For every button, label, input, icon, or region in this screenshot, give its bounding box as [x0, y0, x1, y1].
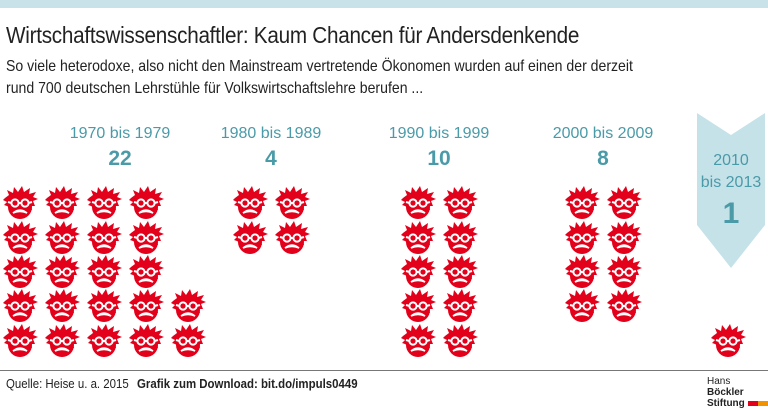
face-icon	[399, 289, 437, 323]
face-icon	[273, 186, 311, 220]
face-icon	[1, 324, 39, 358]
face-icon	[441, 221, 479, 255]
face-icon	[127, 324, 165, 358]
face-icon	[127, 255, 165, 289]
face-icon	[441, 186, 479, 220]
face-icon	[399, 255, 437, 289]
page-title: Wirtschaftswissenschaftler: Kaum Chancen…	[6, 22, 580, 48]
count-label: 22	[108, 147, 132, 170]
source-note: Quelle: Heise u. a. 2015	[6, 376, 129, 391]
face-icon	[43, 255, 81, 289]
face-icon	[1, 289, 39, 323]
face-icon	[1, 186, 39, 220]
face-icon	[43, 289, 81, 323]
group-header-1980: 1980 bis 1989 4	[221, 125, 322, 171]
period-label-2010-line1: 2010	[713, 152, 749, 169]
period-label: 2000 bis 2009	[552, 125, 654, 142]
face-icon	[563, 255, 601, 289]
highlight-banner	[697, 113, 765, 268]
face-icon	[441, 255, 479, 289]
face-icon	[43, 221, 81, 255]
face-icon	[231, 186, 269, 220]
face-icon	[43, 324, 81, 358]
face-icon	[605, 289, 643, 323]
face-icon	[709, 324, 747, 358]
face-icon	[399, 221, 437, 255]
face-icon	[605, 255, 643, 289]
period-label-2010-line2: bis 2013	[700, 174, 762, 191]
face-icon	[169, 289, 207, 323]
face-icon	[85, 255, 123, 289]
face-icon	[399, 324, 437, 358]
face-icon	[1, 255, 39, 289]
period-label: 1980 bis 1989	[220, 125, 322, 142]
count-label: 10	[427, 147, 451, 170]
face-icon	[441, 289, 479, 323]
count-label: 8	[597, 147, 609, 170]
face-icon	[85, 324, 123, 358]
face-icon	[127, 186, 165, 220]
period-label: 1990 bis 1999	[388, 125, 490, 142]
group-header-1990: 1990 bis 1999 10	[389, 125, 490, 171]
face-icon	[1, 221, 39, 255]
face-icon	[605, 186, 643, 220]
count-label: 4	[265, 147, 277, 170]
group-header-1970: 1970 bis 1979 22	[70, 125, 171, 171]
face-icon	[43, 186, 81, 220]
download-link[interactable]: Grafik zum Download: bit.do/impuls0449	[137, 376, 358, 391]
period-label: 1970 bis 1979	[69, 125, 171, 142]
face-icon	[127, 289, 165, 323]
face-icon	[85, 221, 123, 255]
face-icon	[127, 221, 165, 255]
face-icon	[563, 289, 601, 323]
face-icon	[85, 186, 123, 220]
top-bar	[0, 0, 768, 8]
face-icon	[605, 221, 643, 255]
footer-divider	[0, 370, 768, 371]
subtitle-line-1: So viele heterodoxe, also nicht den Main…	[6, 58, 633, 75]
face-icon	[563, 186, 601, 220]
face-icon	[563, 221, 601, 255]
face-icon	[169, 324, 207, 358]
face-icon	[273, 221, 311, 255]
group-header-2000: 2000 bis 2009 8	[553, 125, 654, 171]
face-icon	[85, 289, 123, 323]
face-icon	[441, 324, 479, 358]
subtitle-line-2: rund 700 deutschen Lehrstühle für Volksw…	[6, 80, 424, 97]
face-icon	[231, 221, 269, 255]
face-icon	[399, 186, 437, 220]
count-label-2010: 1	[722, 197, 740, 230]
logo: Hans Böckler Stiftung	[707, 376, 768, 409]
